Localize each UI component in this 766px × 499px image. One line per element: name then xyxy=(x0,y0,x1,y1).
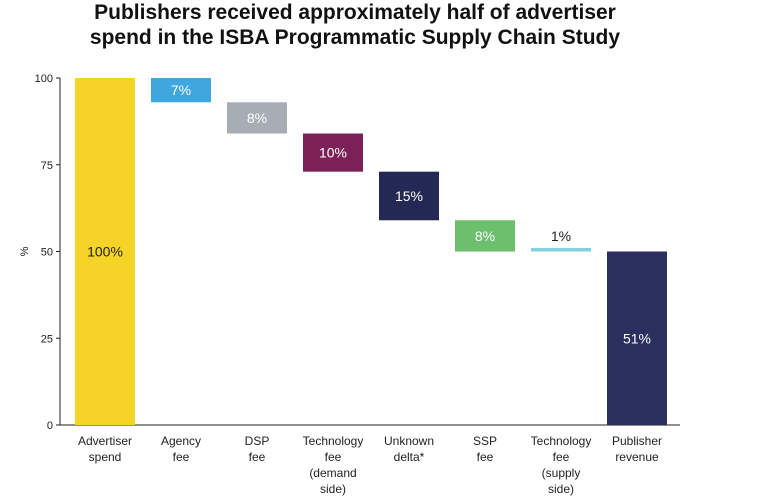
x-tick-label: SSP xyxy=(473,434,497,448)
bars: 100% 7% 8% 10% 15% 8% 1% 51% xyxy=(75,78,667,425)
x-tick-label: side) xyxy=(320,482,346,496)
data-label: 10% xyxy=(319,145,347,161)
y-tick-label: 75 xyxy=(41,160,53,172)
bar xyxy=(151,78,211,103)
axes: 0 25 50 75 100% xyxy=(19,73,680,432)
x-tick-label: Advertiser xyxy=(78,434,132,448)
y-tick-label: 100 xyxy=(35,73,53,85)
y-tick-label: 50 xyxy=(41,247,53,259)
x-tick-label: (demand xyxy=(309,466,356,480)
y-axis-label: % xyxy=(19,246,31,256)
data-label: 7% xyxy=(171,82,191,98)
x-tick-label: spend xyxy=(89,450,122,464)
bar xyxy=(303,133,363,172)
data-label: 100% xyxy=(87,244,123,260)
x-tick-label: fee xyxy=(173,450,190,464)
x-tick-label: Technology xyxy=(303,434,364,448)
x-tick-label: Unknown xyxy=(384,434,434,448)
x-tick-label: Technology xyxy=(531,434,592,448)
y-tick-label: 25 xyxy=(41,333,53,345)
bar xyxy=(75,78,135,425)
data-label: 8% xyxy=(247,110,267,126)
x-tick-label: fee xyxy=(325,450,342,464)
chart-title: Publishers received approximately half o… xyxy=(0,0,710,50)
x-tick-label: revenue xyxy=(615,450,659,464)
x-tick-label: fee xyxy=(249,450,266,464)
category-labels: Advertiser spend Agency fee DSP fee Technology… xyxy=(78,434,662,496)
x-tick-label: fee xyxy=(553,450,570,464)
bar xyxy=(379,171,439,221)
bar xyxy=(227,102,287,134)
x-tick-label: fee xyxy=(477,450,494,464)
bar xyxy=(531,248,591,252)
bar xyxy=(607,251,667,425)
y-tick-label: 0 xyxy=(47,420,53,432)
x-tick-label: DSP xyxy=(245,434,270,448)
data-label: 8% xyxy=(475,228,495,244)
x-tick-label: delta* xyxy=(394,450,425,464)
data-label: 15% xyxy=(395,188,423,204)
x-tick-label: Agency xyxy=(161,434,201,448)
data-label: 51% xyxy=(623,330,651,346)
x-tick-label: (supply xyxy=(542,466,581,480)
data-label: 1% xyxy=(551,228,571,244)
bar xyxy=(455,220,515,252)
chart-title-line-1: Publishers received approximately half o… xyxy=(94,1,616,24)
x-tick-label: side) xyxy=(548,482,574,496)
chart-title-line-2: spend in the ISBA Programmatic Supply Ch… xyxy=(89,26,621,49)
x-tick-label: Publisher xyxy=(612,434,662,448)
